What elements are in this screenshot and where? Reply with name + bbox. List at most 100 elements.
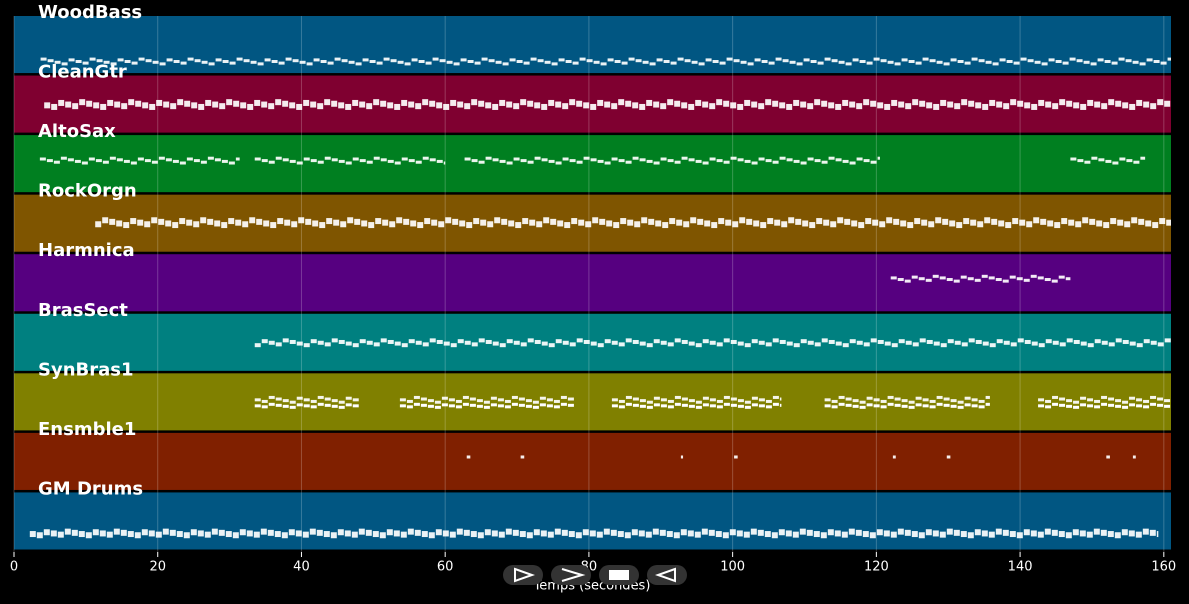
note: [434, 405, 441, 409]
note: [1087, 99, 1094, 106]
note: [373, 342, 380, 347]
note: [772, 160, 779, 164]
x-tick-label: 40: [293, 560, 310, 575]
note: [1009, 275, 1016, 279]
note: [560, 402, 567, 406]
note: [964, 61, 971, 65]
playback-controls[interactable]: [503, 565, 687, 585]
play-button[interactable]: [503, 565, 543, 585]
note: [555, 101, 562, 108]
note: [337, 529, 344, 536]
note: [583, 102, 590, 109]
note: [1122, 405, 1129, 409]
note: [1153, 60, 1160, 63]
track-background: [14, 373, 1171, 431]
note: [950, 404, 957, 408]
note: [975, 339, 982, 344]
note: [1052, 340, 1059, 345]
note: [561, 529, 568, 536]
note: [789, 60, 796, 64]
note: [590, 103, 597, 110]
note: [428, 532, 435, 539]
note: [469, 403, 476, 407]
note: [688, 341, 695, 346]
note: [733, 59, 740, 63]
note: [406, 399, 413, 403]
note: [1143, 405, 1150, 409]
note: [757, 529, 764, 536]
note: [79, 99, 86, 106]
note: [1149, 529, 1156, 536]
note: [546, 404, 553, 408]
note: [905, 340, 912, 345]
note: [611, 404, 618, 408]
note: [338, 400, 345, 404]
note: [730, 339, 737, 344]
note: [485, 339, 492, 344]
note: [1143, 399, 1150, 403]
note: [1059, 342, 1066, 347]
note: [397, 60, 404, 64]
note: [1031, 341, 1038, 346]
note: [982, 341, 989, 346]
note: [971, 398, 978, 402]
note: [891, 343, 898, 348]
note: [1087, 343, 1094, 348]
note: [708, 529, 715, 536]
note: [929, 59, 936, 63]
note: [1048, 58, 1055, 62]
note: [761, 60, 768, 63]
note: [228, 161, 235, 165]
rewind-button[interactable]: [647, 565, 687, 585]
note: [435, 529, 442, 536]
note: [646, 405, 653, 409]
note: [1101, 402, 1108, 406]
note: [431, 219, 438, 226]
note: [820, 532, 827, 539]
note: [532, 405, 539, 409]
note: [659, 529, 666, 536]
note: [348, 60, 355, 64]
note: [611, 340, 618, 345]
note: [547, 531, 554, 538]
note: [74, 159, 81, 163]
note: [200, 160, 207, 164]
note: [291, 221, 298, 228]
note: [201, 60, 208, 64]
note: [576, 100, 583, 107]
note: [884, 341, 891, 346]
note: [681, 156, 688, 160]
note: [912, 99, 919, 106]
note: [305, 218, 312, 225]
note: [849, 339, 856, 344]
note: [611, 103, 618, 110]
note: [772, 402, 779, 406]
note: [338, 159, 345, 163]
note: [656, 58, 663, 62]
x-tick-label: 0: [10, 560, 18, 575]
note: [387, 159, 394, 163]
note: [964, 403, 971, 407]
note: [352, 404, 359, 408]
note: [485, 156, 492, 160]
note: [842, 159, 849, 163]
note: [448, 404, 455, 408]
note: [737, 103, 744, 110]
note: [170, 103, 177, 110]
note: [1010, 99, 1017, 106]
note: [452, 218, 459, 225]
note: [197, 530, 204, 537]
note: [1045, 339, 1052, 344]
note: [502, 62, 509, 66]
forward-button[interactable]: [551, 565, 591, 585]
note: [807, 103, 814, 110]
note: [443, 341, 450, 346]
note: [134, 532, 141, 539]
note: [499, 99, 506, 106]
note: [632, 102, 639, 109]
note: [261, 405, 268, 409]
note-segment: [466, 455, 471, 459]
note: [1082, 217, 1089, 224]
note: [1073, 400, 1080, 404]
note: [646, 99, 653, 106]
